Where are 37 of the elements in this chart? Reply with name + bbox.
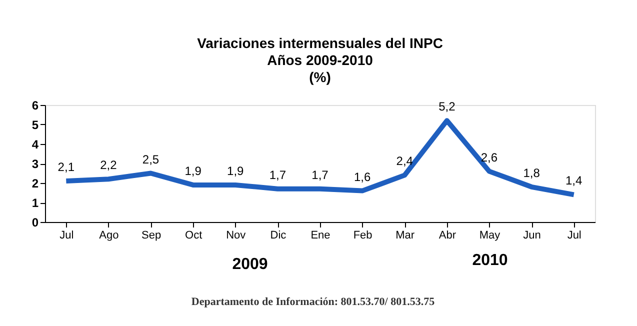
x-tick-label: Jul <box>567 230 582 242</box>
data-label: 1,7 <box>269 168 286 182</box>
data-label: 2,2 <box>100 158 118 172</box>
data-label: 2,4 <box>396 154 414 168</box>
x-tick-label: Oct <box>185 230 202 242</box>
x-tick-label: Ago <box>99 230 119 242</box>
data-label: 1,7 <box>312 168 329 182</box>
data-label: 2,5 <box>142 152 160 166</box>
y-tick-label: 2 <box>32 176 39 190</box>
y-tick-label: 1 <box>32 196 39 210</box>
y-tick-label: 6 <box>32 98 39 112</box>
data-label: 2,6 <box>480 150 498 164</box>
data-label: 1,9 <box>184 164 202 178</box>
x-tick-label: Mar <box>396 230 415 242</box>
chart-title: Variaciones intermensuales del INPC Años 2009-2010 (%) <box>197 35 443 85</box>
text: 2009 <box>232 256 268 273</box>
x-tick-label: Dic <box>270 230 287 242</box>
y-tick-label: 0 <box>32 216 39 230</box>
y-tick-label: 5 <box>32 118 39 132</box>
text: Departamento de Información: 801.53.70/ 801.53.75 <box>191 296 436 308</box>
x-tick-label: May <box>479 230 501 242</box>
data-label: 5,2 <box>438 100 456 114</box>
x-tick-label: Jul <box>60 230 74 242</box>
x-tick-label: Jun <box>523 230 541 242</box>
x-tick-label: Nov <box>226 230 246 242</box>
x-tick-label: Feb <box>353 230 372 242</box>
text: 2010 <box>472 252 508 269</box>
data-label: 1,4 <box>566 174 583 188</box>
x-tick-label: Ene <box>310 230 330 242</box>
y-tick-label: 4 <box>32 138 39 152</box>
data-label: 1,6 <box>354 170 371 184</box>
x-tick-label: Sep <box>141 230 162 242</box>
data-label: 1,9 <box>227 164 244 178</box>
x-tick-label: Abr <box>438 230 456 242</box>
data-label: 1,8 <box>523 166 540 180</box>
data-label: 2,1 <box>58 160 75 174</box>
y-tick-label: 3 <box>32 157 39 171</box>
